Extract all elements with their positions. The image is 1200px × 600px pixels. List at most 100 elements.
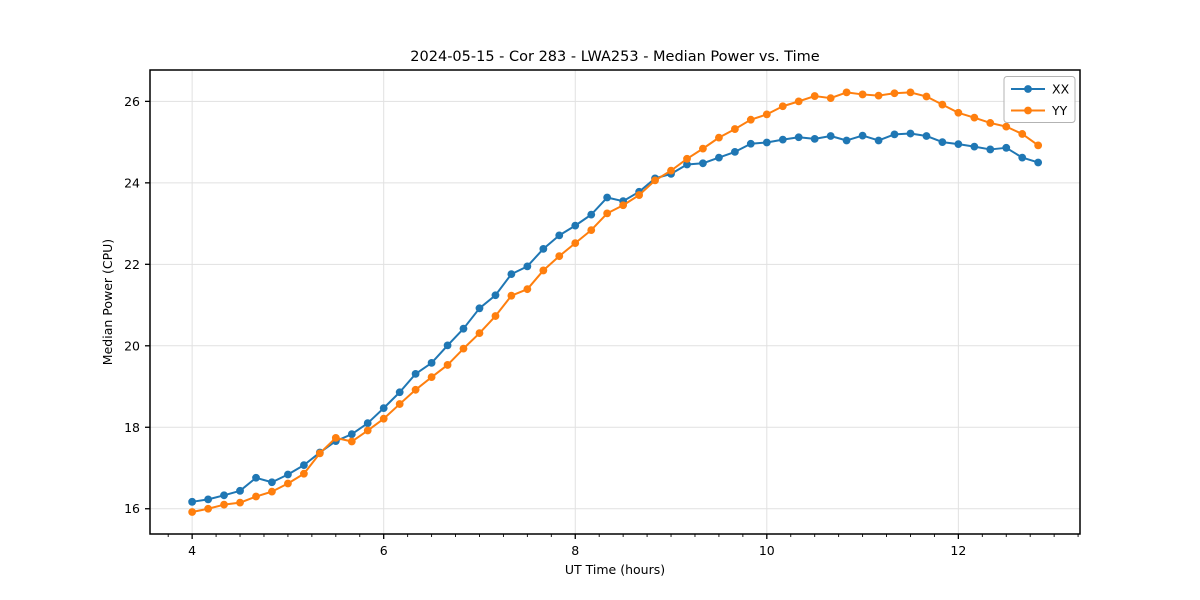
chart-title: 2024-05-15 - Cor 283 - LWA253 - Median P…	[410, 49, 819, 65]
y-tick-label: 20	[124, 338, 140, 353]
data-point-marker	[906, 129, 915, 138]
data-point-marker	[459, 344, 468, 353]
data-point-marker	[411, 370, 420, 378]
data-point-marker	[539, 266, 548, 275]
data-point-marker	[794, 133, 803, 142]
data-point-marker	[874, 91, 883, 100]
data-point-marker	[188, 497, 197, 506]
y-tick-label: 26	[124, 94, 140, 109]
x-tick-label: 12	[950, 543, 966, 558]
legend-item-yy: YY	[1011, 103, 1068, 118]
data-point-marker	[890, 130, 899, 139]
data-point-marker	[300, 469, 308, 478]
data-point-marker	[922, 92, 931, 101]
data-point-marker	[523, 285, 532, 294]
data-point-marker	[603, 209, 612, 218]
data-point-marker	[363, 426, 372, 435]
data-point-marker	[667, 166, 675, 175]
plot-border	[149, 69, 1081, 535]
data-point-marker	[874, 136, 883, 145]
data-point-marker	[363, 419, 372, 428]
data-point-marker	[188, 508, 197, 516]
data-point-marker	[475, 304, 484, 313]
data-point-marker	[1018, 153, 1027, 162]
plot-frame	[149, 69, 1081, 535]
data-point-marker	[954, 140, 963, 149]
data-point-marker	[683, 154, 691, 163]
data-point-marker	[220, 500, 228, 509]
data-point-marker	[810, 134, 819, 143]
data-point-marker	[826, 94, 835, 103]
data-point-marker	[539, 244, 548, 253]
data-point-marker	[571, 221, 580, 230]
data-point-marker	[300, 461, 308, 470]
legend: XX YY	[1003, 76, 1076, 123]
data-point-marker	[842, 136, 851, 145]
data-point-marker	[954, 108, 963, 117]
data-point-marker	[411, 385, 420, 394]
data-point-marker	[938, 100, 947, 109]
data-point-marker	[778, 135, 787, 144]
data-point-marker	[236, 498, 244, 507]
tick-labels: 4 6 8 10 12 16 18 20 22 24 26	[124, 94, 966, 558]
legend-marker	[1024, 106, 1032, 115]
data-point-marker	[794, 97, 803, 106]
y-tick-label: 16	[124, 501, 140, 516]
data-point-marker	[268, 478, 276, 487]
data-point-marker	[858, 90, 867, 99]
data-point-marker	[699, 144, 707, 153]
data-point-marker	[555, 252, 564, 261]
data-point-marker	[731, 147, 739, 156]
data-point-marker	[746, 115, 755, 124]
data-point-marker	[507, 270, 516, 278]
gridlines	[150, 70, 1080, 534]
data-point-marker	[507, 291, 516, 300]
data-point-marker	[523, 262, 532, 271]
data-point-marker	[491, 312, 500, 320]
data-point-marker	[778, 102, 787, 111]
legend-item-xx: XX	[1011, 82, 1070, 97]
data-point-marker	[475, 329, 484, 338]
legend-label: XX	[1052, 82, 1070, 97]
data-point-marker	[1034, 158, 1043, 167]
data-point-marker	[683, 160, 691, 169]
data-point-marker	[236, 486, 244, 495]
data-point-marker	[635, 191, 644, 199]
data-point-marker	[459, 324, 468, 333]
y-tick-label: 24	[124, 175, 140, 190]
data-point-marker	[746, 139, 755, 148]
data-point-marker	[571, 239, 580, 248]
data-point-marker	[1002, 143, 1011, 152]
data-point-marker	[970, 142, 979, 151]
data-point-marker	[379, 404, 388, 413]
y-tick-label: 18	[124, 420, 140, 435]
data-point-marker	[1002, 122, 1011, 131]
data-point-marker	[427, 359, 436, 367]
data-point-marker	[762, 110, 771, 119]
data-point-marker	[587, 226, 596, 235]
data-point-marker	[842, 88, 851, 97]
data-point-marker	[284, 479, 292, 488]
data-point-marker	[347, 430, 356, 439]
x-tick-label: 6	[380, 543, 388, 558]
x-tick-label: 4	[188, 543, 196, 558]
data-point-marker	[331, 433, 340, 442]
x-tick-label: 10	[759, 543, 775, 558]
data-point-marker	[379, 414, 388, 423]
data-point-marker	[715, 133, 723, 142]
data-point-marker	[603, 193, 612, 202]
data-point-marker	[443, 341, 452, 350]
legend-marker	[1024, 85, 1032, 93]
data-point-marker	[890, 89, 899, 98]
data-point-marker	[443, 361, 452, 369]
data-point-marker	[938, 138, 947, 147]
data-point-marker	[715, 153, 723, 162]
x-axis-label: UT Time (hours)	[565, 562, 665, 577]
data-point-marker	[252, 492, 260, 501]
legend-label: YY	[1051, 103, 1068, 118]
data-point-marker	[587, 210, 596, 219]
data-point-marker	[395, 400, 404, 408]
data-point-marker	[284, 470, 292, 479]
